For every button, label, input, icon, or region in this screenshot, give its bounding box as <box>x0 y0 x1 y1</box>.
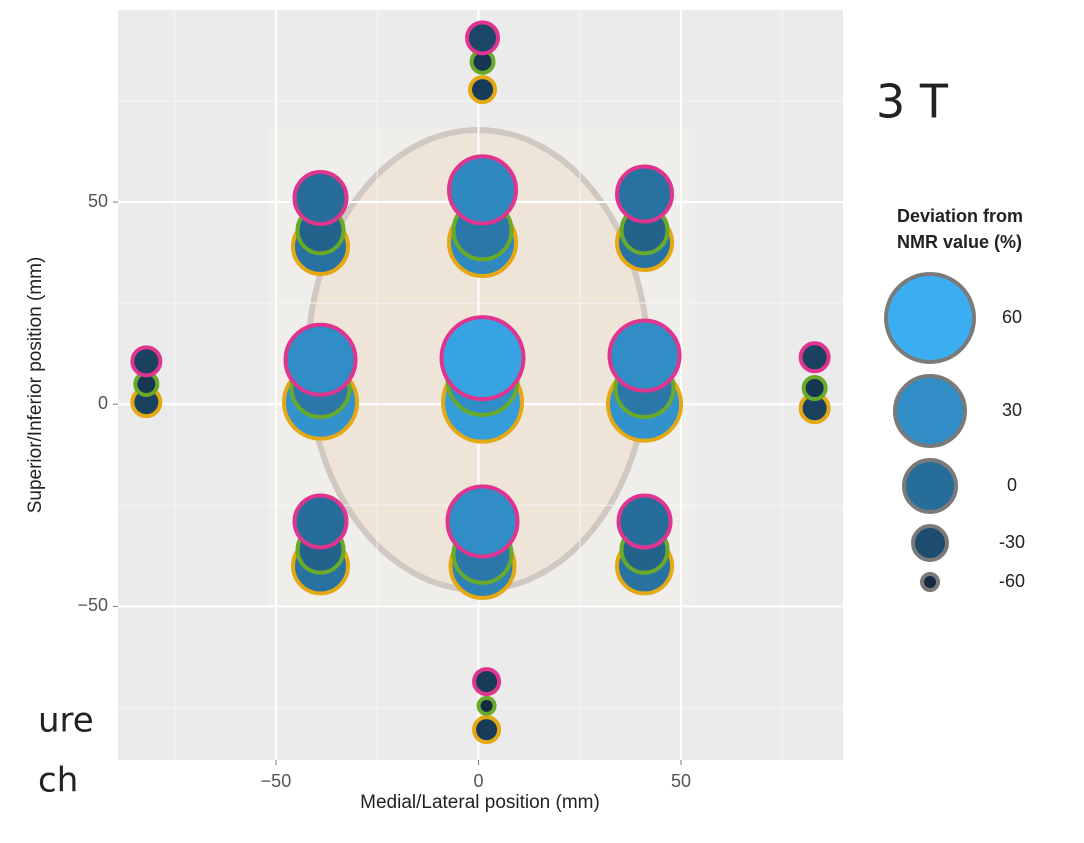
bubble <box>615 164 675 224</box>
bubble <box>476 695 497 716</box>
legend-label: 0 <box>1007 475 1017 495</box>
legend-label: -60 <box>999 571 1025 591</box>
x-tick-label: 50 <box>671 771 691 791</box>
legend-label: 30 <box>1002 400 1022 420</box>
x-tick-label: 0 <box>473 771 483 791</box>
text-fragment: ure <box>38 701 94 741</box>
bubble <box>798 341 831 374</box>
bubble <box>447 154 519 226</box>
y-tick-label: −50 <box>77 595 108 615</box>
bubble <box>468 75 498 105</box>
legend-key <box>902 458 958 514</box>
bubble <box>616 493 673 550</box>
bubble <box>292 493 349 550</box>
legend-label: 60 <box>1002 307 1022 327</box>
legend-key <box>911 524 949 562</box>
legend-key <box>884 272 976 364</box>
heading: 3 T <box>876 75 949 129</box>
bubble <box>465 20 501 56</box>
bubble <box>292 170 349 227</box>
bubble <box>445 484 520 559</box>
bubble <box>801 375 828 402</box>
legend-title: NMR value (%) <box>897 232 1022 252</box>
legend-key <box>920 572 940 592</box>
bubble <box>130 345 163 378</box>
y-tick-label: 0 <box>98 393 108 413</box>
bubble <box>472 715 502 745</box>
bubble <box>439 315 526 402</box>
legend-key <box>893 374 967 448</box>
x-tick-label: −50 <box>261 771 292 791</box>
x-axis-label: Medial/Lateral position (mm) <box>360 792 600 813</box>
legend-label: -30 <box>999 532 1025 552</box>
y-tick-label: 50 <box>88 191 108 211</box>
legend-title: Deviation from <box>897 206 1023 226</box>
text-fragment: ch <box>38 761 78 801</box>
bubble <box>472 667 502 697</box>
bubble <box>607 318 682 393</box>
y-axis-label: Superior/Inferior position (mm) <box>25 257 46 514</box>
bubble <box>283 322 358 397</box>
